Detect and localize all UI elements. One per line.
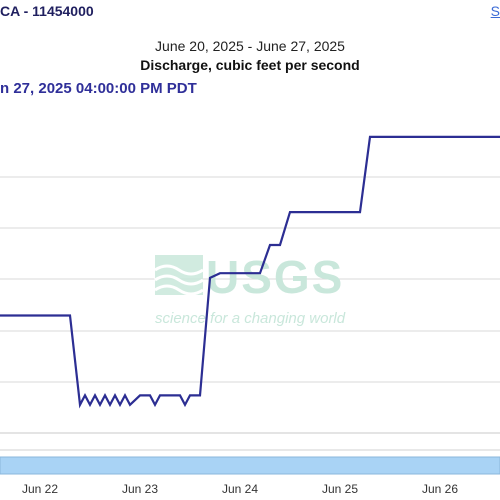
- usgs-wave-logo-icon: [154, 255, 204, 296]
- gridlines: [0, 176, 500, 434]
- corner-link[interactable]: S: [490, 3, 500, 19]
- usgs-logo-text: USGS: [206, 251, 344, 303]
- x-tick-label: Jun 24: [222, 482, 258, 496]
- discharge-series-line: [0, 135, 500, 409]
- x-axis-ticks: Jun 22 Jun 23 Jun 24 Jun 25 Jun 26: [22, 482, 458, 496]
- site-title: CA - 11454000: [0, 3, 94, 19]
- x-tick-label: Jun 23: [122, 482, 158, 496]
- usgs-tagline: science for a changing world: [155, 310, 346, 327]
- chart-parameter-title: Discharge, cubic feet per second: [140, 57, 360, 73]
- usgs-watermark: USGS science for a changing world: [154, 251, 346, 327]
- x-tick-label: Jun 25: [322, 482, 358, 496]
- chart-area: [0, 22, 500, 500]
- tooltip-timestamp: n 27, 2025 04:00:00 PM PDT: [0, 80, 197, 97]
- x-tick-label: Jun 26: [422, 482, 458, 496]
- range-navigator[interactable]: [0, 456, 500, 475]
- chart-date-range: June 20, 2025 - June 27, 2025: [155, 38, 345, 54]
- x-tick-label: Jun 22: [22, 482, 58, 496]
